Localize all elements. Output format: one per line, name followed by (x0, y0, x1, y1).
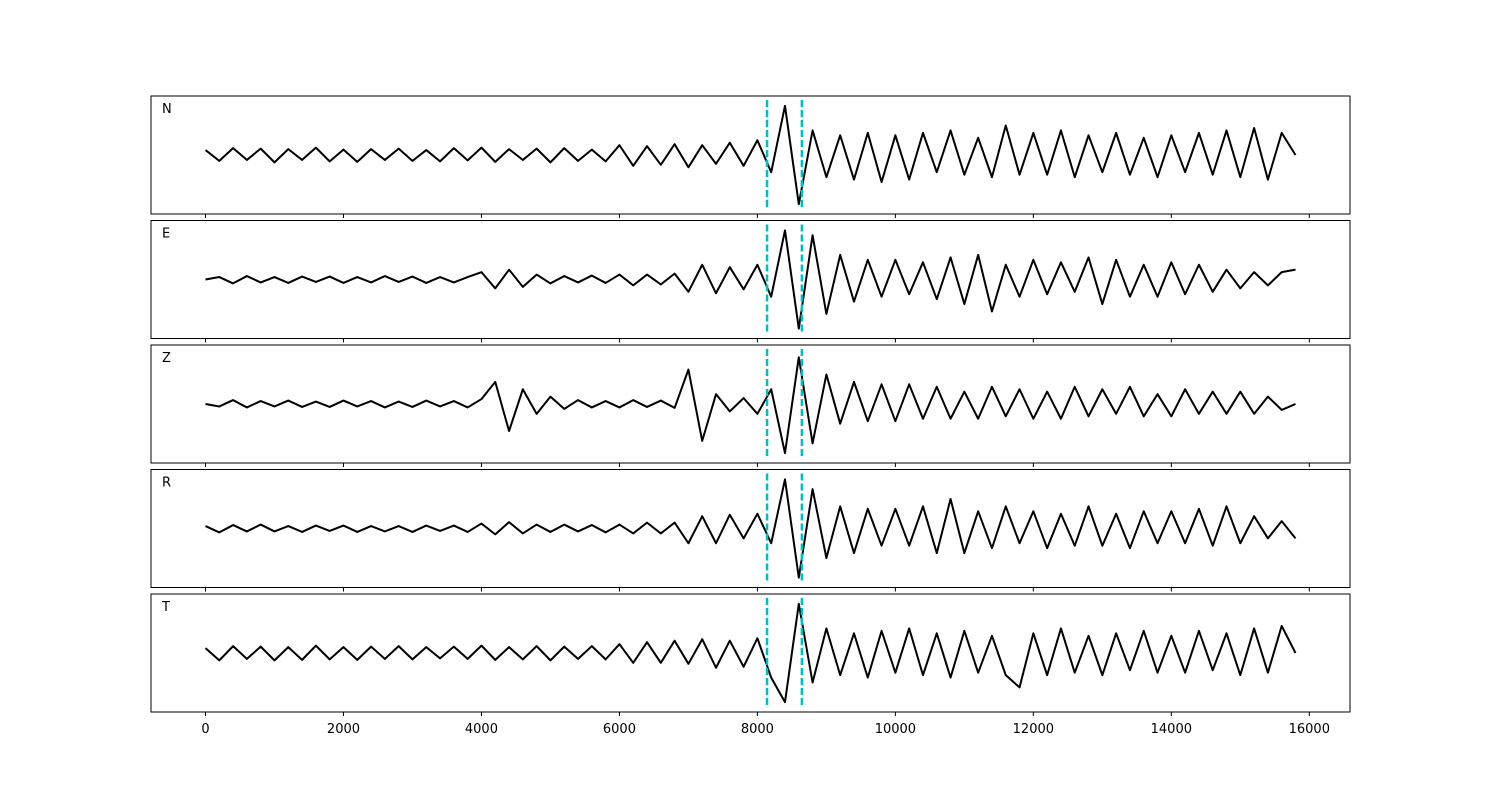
x-tick-label: 16000 (1289, 722, 1330, 737)
panel-label: T (161, 600, 170, 615)
x-tick-label: 4000 (465, 722, 498, 737)
x-tick-label: 10000 (875, 722, 916, 737)
panel-frame (150, 95, 1351, 215)
panel-frame (150, 220, 1351, 339)
trace (205, 356, 1296, 455)
trace (205, 229, 1296, 330)
panel-label: R (162, 476, 171, 491)
panel-frame (150, 593, 1351, 713)
trace (204, 104, 1297, 206)
trace (204, 602, 1297, 704)
x-tick-label: 2000 (327, 722, 360, 737)
x-tick-label: 12000 (1013, 722, 1054, 737)
panel-label: N (162, 102, 172, 117)
x-tick-label: 8000 (741, 722, 774, 737)
x-tick-label: 6000 (603, 722, 636, 737)
panel-frame (150, 344, 1351, 464)
x-tick-label: 14000 (1151, 722, 1192, 737)
trace (205, 478, 1297, 579)
panel-label: Z (162, 351, 171, 366)
x-tick-label: 0 (201, 722, 209, 737)
panel-label: E (162, 227, 170, 242)
panel-frame (150, 469, 1351, 588)
